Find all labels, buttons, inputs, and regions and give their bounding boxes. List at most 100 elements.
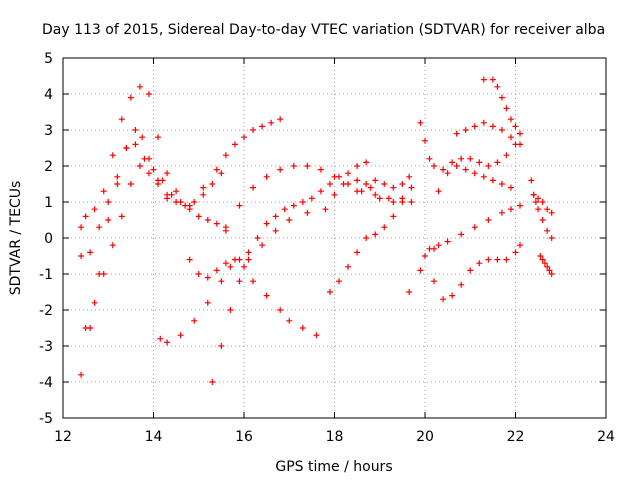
- data-point: [444, 238, 451, 245]
- data-point: [503, 105, 510, 112]
- data-point: [254, 235, 261, 241]
- x-axis-label: GPS time / hours: [275, 459, 392, 475]
- data-point: [132, 127, 139, 133]
- data-point: [127, 94, 134, 101]
- data-point: [139, 134, 146, 141]
- data-point: [431, 163, 438, 169]
- data-point: [426, 155, 433, 162]
- data-point: [336, 278, 343, 285]
- data-point: [467, 267, 474, 274]
- data-point: [191, 317, 198, 324]
- data-point: [263, 292, 270, 299]
- data-point: [498, 94, 505, 101]
- data-point: [250, 127, 257, 133]
- data-point: [159, 177, 166, 184]
- data-point: [195, 271, 202, 277]
- data-point: [105, 199, 112, 205]
- data-point: [431, 245, 438, 252]
- data-point: [78, 224, 85, 231]
- data-point: [363, 159, 370, 166]
- y-tick-label: -3: [39, 339, 53, 355]
- data-point: [231, 141, 238, 148]
- x-tick-label: 24: [597, 429, 615, 445]
- data-point: [503, 152, 510, 159]
- series-5: [157, 177, 397, 346]
- data-point: [422, 253, 428, 259]
- data-point: [173, 199, 180, 205]
- data-point: [209, 181, 216, 187]
- data-point: [145, 170, 152, 177]
- series-3: [78, 141, 229, 259]
- data-point: [449, 159, 456, 166]
- data-point: [535, 195, 542, 202]
- data-point: [489, 177, 496, 184]
- data-point: [109, 242, 116, 249]
- data-point: [200, 184, 207, 191]
- data-point: [155, 181, 162, 187]
- data-point: [100, 188, 107, 195]
- data-point: [218, 343, 225, 349]
- data-point: [213, 267, 220, 274]
- data-point: [141, 155, 148, 162]
- series-13: [417, 202, 524, 274]
- data-point: [204, 299, 211, 306]
- data-point: [544, 263, 551, 270]
- data-point: [480, 76, 487, 83]
- data-point: [123, 145, 130, 151]
- data-point: [304, 209, 311, 216]
- data-point: [406, 289, 413, 295]
- data-point: [532, 199, 539, 205]
- data-point: [241, 134, 247, 141]
- data-point: [250, 184, 257, 191]
- data-point: [422, 137, 428, 144]
- data-point: [109, 152, 116, 159]
- x-tick-label: 12: [54, 429, 72, 445]
- data-point: [512, 249, 519, 256]
- data-point: [471, 170, 478, 177]
- x-tick-label: 18: [326, 429, 344, 445]
- data-point: [548, 271, 555, 277]
- data-point: [82, 325, 89, 331]
- data-point: [385, 195, 392, 202]
- data-point: [204, 274, 211, 281]
- data-point: [494, 83, 501, 90]
- data-point: [390, 199, 397, 205]
- series-6: [186, 256, 320, 339]
- data-point: [272, 213, 279, 220]
- data-point: [78, 371, 85, 378]
- data-point: [462, 166, 469, 173]
- data-point: [546, 267, 553, 274]
- data-point: [286, 217, 293, 223]
- data-point: [177, 332, 184, 339]
- data-point: [535, 206, 542, 213]
- data-point: [259, 123, 266, 130]
- data-point: [127, 181, 134, 187]
- data-point: [78, 253, 85, 259]
- data-point: [381, 181, 388, 187]
- series-15: [431, 242, 524, 303]
- data-point: [118, 213, 125, 220]
- series-4: [82, 163, 225, 331]
- data-point: [453, 163, 460, 169]
- data-point: [548, 209, 555, 216]
- data-point: [222, 260, 229, 267]
- data-point: [354, 249, 361, 256]
- data-point: [263, 173, 270, 180]
- data-point: [485, 256, 492, 263]
- data-point: [507, 206, 514, 213]
- data-point: [245, 256, 252, 263]
- data-point: [517, 242, 524, 249]
- data-point: [539, 256, 546, 263]
- series-2: [78, 83, 180, 231]
- data-point: [471, 123, 478, 130]
- data-point: [399, 181, 406, 187]
- y-tick-label: -4: [39, 375, 53, 391]
- data-point: [480, 173, 487, 180]
- data-point: [544, 206, 551, 213]
- data-point: [195, 213, 202, 220]
- data-point: [155, 134, 162, 141]
- data-point: [345, 263, 352, 270]
- data-point: [145, 91, 152, 97]
- data-point: [299, 199, 306, 205]
- y-tick-label: -2: [39, 303, 53, 319]
